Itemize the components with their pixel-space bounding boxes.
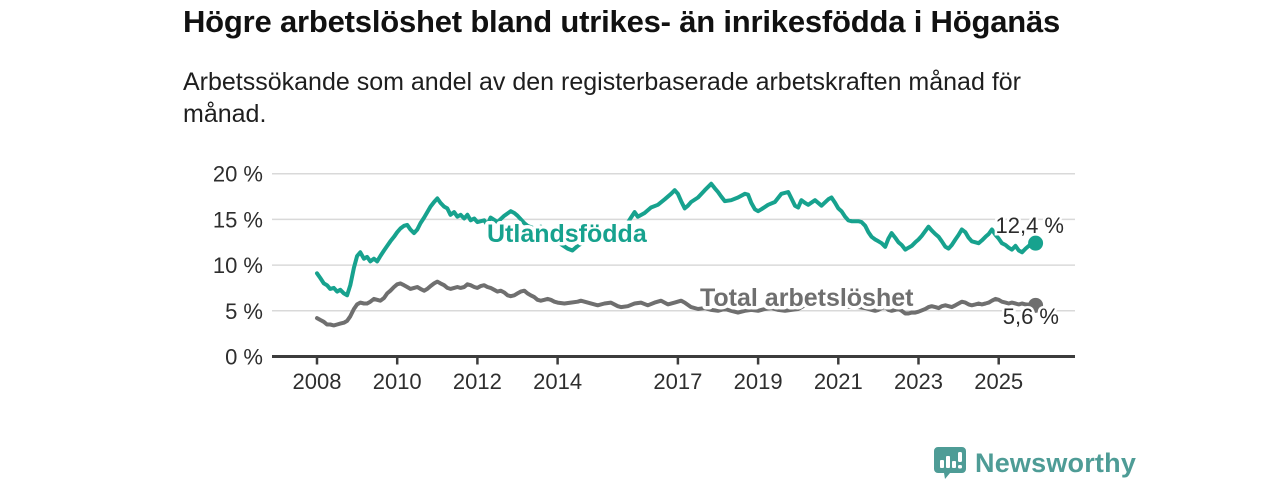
x-axis-tick-label: 2012 xyxy=(453,369,502,394)
chart-title: Högre arbetslöshet bland utrikes- än inr… xyxy=(183,4,1061,39)
chart-subtitle: Arbetssökande som andel av den registerb… xyxy=(183,68,1021,128)
series-end-dot xyxy=(1028,235,1044,251)
series-end-value-label: 5,6 % xyxy=(1003,304,1059,329)
y-axis-tick-label: 15 % xyxy=(213,207,263,232)
y-axis-tick-label: 5 % xyxy=(225,299,263,324)
series-line-total-arbetsl-shet xyxy=(315,279,1038,328)
x-axis-tick-label: 2023 xyxy=(894,369,943,394)
series-label: Total arbetslöshet xyxy=(700,284,914,312)
x-axis-tick-label: 2014 xyxy=(533,369,582,394)
y-axis-tick-label: 0 % xyxy=(225,345,263,370)
x-axis-tick-label: 2025 xyxy=(974,369,1023,394)
y-axis-tick-label: 10 % xyxy=(213,253,263,278)
newsworthy-logo-text: Newsworthy xyxy=(975,447,1137,478)
x-axis-tick-label: 2010 xyxy=(373,369,422,394)
y-axis-tick-label: 20 % xyxy=(213,162,263,187)
x-axis-tick-label: 2019 xyxy=(734,369,783,394)
x-axis-tick-label: 2008 xyxy=(293,369,342,394)
newsworthy-logo: Newsworthy xyxy=(933,446,1136,480)
series-label: Utlandsfödda xyxy=(487,220,648,248)
newsworthy-chart-bubble-icon xyxy=(934,447,966,479)
x-axis-tick-label: 2021 xyxy=(814,369,863,394)
series-end-dot xyxy=(1028,297,1044,313)
x-axis-tick-label: 2017 xyxy=(653,369,702,394)
series-line-utlandsf-dda xyxy=(315,181,1038,298)
series-end-value-label: 12,4 % xyxy=(996,213,1065,238)
